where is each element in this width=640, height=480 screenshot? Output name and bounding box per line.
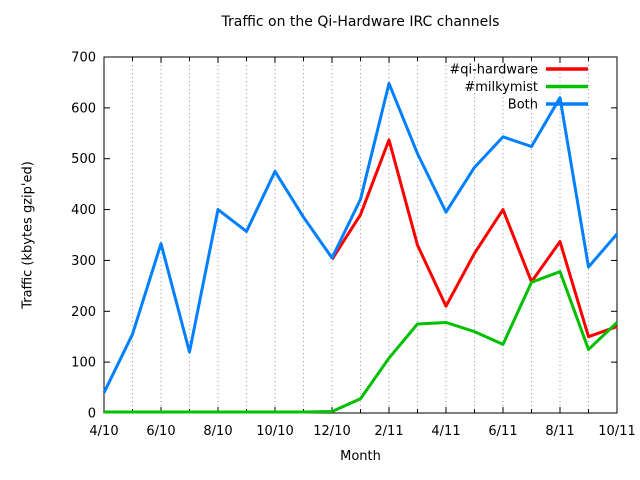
x-tick-label: 8/11	[545, 424, 574, 439]
y-tick-label: 300	[71, 254, 96, 269]
x-tick-label: 10/11	[598, 424, 635, 439]
x-axis-label: Month	[340, 449, 381, 464]
x-tick-label: 2/11	[374, 424, 403, 439]
x-tick-label: 8/10	[203, 424, 232, 439]
y-tick-label: 400	[71, 203, 96, 218]
y-tick-label: 200	[71, 305, 96, 320]
legend-label: #milkymist	[464, 80, 538, 95]
legend-label: Both	[508, 98, 538, 113]
series-line-milkymist	[104, 270, 619, 414]
y-tick-label: 500	[71, 152, 96, 167]
y-tick-label: 700	[71, 51, 96, 66]
x-tick-label: 12/10	[313, 424, 350, 439]
series-line-qihardware	[330, 138, 618, 339]
series-line-both	[102, 81, 619, 394]
x-tick-label: 6/10	[146, 424, 175, 439]
legend-label: #qi-hardware	[449, 63, 538, 78]
x-tick-label: 10/10	[256, 424, 293, 439]
x-tick-label: 4/11	[431, 424, 460, 439]
y-tick-label: 100	[71, 356, 96, 371]
chart-title: Traffic on the Qi-Hardware IRC channels	[221, 14, 500, 30]
y-tick-label: 0	[88, 407, 96, 422]
x-tick-label: 4/10	[89, 424, 118, 439]
y-tick-label: 600	[71, 101, 96, 116]
plot-border	[103, 56, 618, 414]
y-axis-label: Traffic (kbytes gzip'ed)	[20, 161, 36, 309]
x-tick-label: 6/11	[488, 424, 517, 439]
